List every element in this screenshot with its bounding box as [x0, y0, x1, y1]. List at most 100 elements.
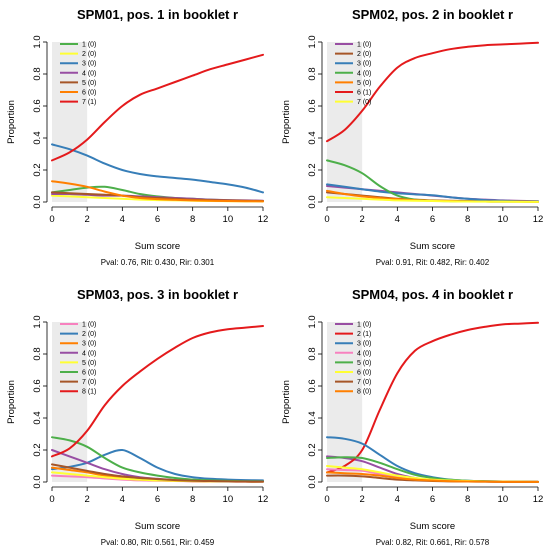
x-tick-label: 2 [360, 214, 365, 225]
chart-panel-3: SPM03, pos. 3 in booklet r 0.0 0.2 0.4 0.6 0.… [0, 280, 275, 555]
x-tick-label: 4 [120, 214, 125, 225]
legend-label: 7 (0) [357, 99, 371, 106]
y-tick-label: 0.6 [307, 379, 318, 392]
x-tick-label: 8 [190, 214, 195, 225]
x-tick-label: 6 [155, 214, 160, 225]
chart-title: SPM01, pos. 1 in booklet r [77, 7, 238, 22]
legend-label: 1 (0) [357, 42, 371, 49]
chart-panel-1: SPM01, pos. 1 in booklet r 0.0 0.2 0.4 0.6 0.… [0, 0, 275, 275]
x-axis-label: Sum score [410, 241, 455, 252]
y-tick-label: 0.0 [32, 475, 43, 488]
legend-label: 4 (0) [82, 350, 96, 357]
x-tick-label: 8 [190, 494, 195, 505]
x-tick-label: 4 [395, 494, 400, 505]
y-tick-label: 0.6 [32, 379, 43, 392]
y-tick-label: 0.8 [32, 67, 43, 80]
legend-label: 7 (0) [357, 379, 371, 386]
chart-panel-4: SPM04, pos. 4 in booklet r 0.0 0.2 0.4 0.6 0.… [275, 280, 550, 555]
legend-label: 8 (1) [82, 389, 96, 396]
legend-label: 3 (0) [82, 61, 96, 68]
y-tick-label: 1.0 [307, 35, 318, 48]
legend-label: 6 (0) [82, 370, 96, 377]
legend-label: 4 (0) [357, 350, 371, 357]
y-tick-label: 0.4 [307, 131, 318, 144]
y-tick-label: 1.0 [307, 315, 318, 328]
shaded-region [327, 322, 363, 482]
legend-label: 2 (0) [82, 51, 96, 58]
x-tick-label: 12 [533, 494, 544, 505]
chart-title: SPM03, pos. 3 in booklet r [77, 287, 238, 302]
y-axis-label: Proportion [6, 380, 17, 424]
shaded-region [52, 42, 88, 202]
series-line-7 [51, 463, 264, 483]
item-statistics: Pval: 0.80, Rit: 0.561, Rir: 0.459 [101, 538, 215, 547]
legend-label: 8 (0) [357, 389, 371, 396]
y-tick-label: 1.0 [32, 35, 43, 48]
x-tick-label: 12 [258, 494, 269, 505]
x-axis-label: Sum score [410, 521, 455, 532]
x-tick-label: 0 [49, 494, 54, 505]
x-tick-label: 6 [430, 494, 435, 505]
legend-label: 3 (0) [357, 341, 371, 348]
legend-label: 1 (0) [82, 42, 96, 49]
legend-label: 6 (1) [357, 90, 371, 97]
legend-label: 6 (0) [357, 370, 371, 377]
legend-label: 7 (1) [82, 99, 96, 106]
x-tick-label: 2 [85, 494, 90, 505]
chart-svg: SPM02, pos. 2 in booklet r 0.0 0.2 0.4 0.6 0.… [281, 7, 544, 267]
y-axis-label: Proportion [281, 380, 292, 424]
y-tick-label: 0.2 [32, 443, 43, 456]
x-tick-label: 0 [324, 494, 329, 505]
x-tick-label: 0 [324, 214, 329, 225]
shaded-region [52, 322, 88, 482]
legend-label: 4 (0) [357, 70, 371, 77]
y-tick-label: 0.4 [32, 131, 43, 144]
x-tick-label: 0 [49, 214, 54, 225]
series-line-7 [326, 196, 539, 203]
legend-label: 5 (0) [357, 360, 371, 367]
y-tick-label: 0.6 [32, 99, 43, 112]
legend-label: 2 (0) [357, 51, 371, 58]
y-tick-label: 0.2 [307, 443, 318, 456]
series-line-2 [326, 321, 539, 474]
x-tick-label: 10 [223, 214, 234, 225]
y-tick-label: 0.2 [32, 163, 43, 176]
x-tick-label: 8 [465, 494, 470, 505]
x-tick-label: 10 [498, 494, 509, 505]
y-tick-label: 0.4 [32, 411, 43, 424]
legend-label: 5 (0) [357, 80, 371, 87]
y-axis-label: Proportion [6, 100, 17, 144]
y-tick-label: 0.2 [307, 163, 318, 176]
x-tick-label: 10 [223, 494, 234, 505]
x-tick-label: 2 [360, 494, 365, 505]
x-tick-label: 4 [395, 214, 400, 225]
x-tick-label: 12 [258, 214, 269, 225]
legend-label: 5 (0) [82, 80, 96, 87]
x-tick-label: 8 [465, 214, 470, 225]
legend-label: 5 (0) [82, 360, 96, 367]
chart-svg: SPM04, pos. 4 in booklet r 0.0 0.2 0.4 0.6 0.… [281, 287, 544, 547]
x-tick-label: 6 [430, 214, 435, 225]
x-tick-label: 6 [155, 494, 160, 505]
legend-label: 2 (0) [82, 331, 96, 338]
y-tick-label: 0.0 [307, 195, 318, 208]
x-tick-label: 2 [85, 214, 90, 225]
shaded-region [327, 42, 363, 202]
series-line-7 [51, 53, 264, 162]
y-tick-label: 0.8 [307, 67, 318, 80]
y-tick-label: 0.0 [307, 475, 318, 488]
chart-title: SPM02, pos. 2 in booklet r [352, 7, 513, 22]
item-statistics: Pval: 0.91, Rit: 0.482, Rir: 0.402 [376, 258, 490, 267]
legend-label: 7 (0) [82, 379, 96, 386]
series-line-3 [51, 143, 264, 194]
chart-title: SPM04, pos. 4 in booklet r [352, 287, 513, 302]
series-line-6 [326, 41, 539, 143]
legend-label: 6 (0) [82, 90, 96, 97]
x-tick-label: 10 [498, 214, 509, 225]
x-axis-label: Sum score [135, 521, 180, 532]
legend-label: 1 (0) [357, 322, 371, 329]
item-statistics: Pval: 0.82, Rit: 0.661, Rir: 0.578 [376, 538, 490, 547]
x-tick-label: 12 [533, 214, 544, 225]
x-tick-label: 4 [120, 494, 125, 505]
y-axis-label: Proportion [281, 100, 292, 144]
